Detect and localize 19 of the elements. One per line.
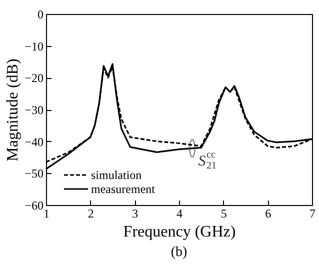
y-tick-label: −40 (24, 134, 44, 149)
legend-label: measurement (91, 182, 156, 196)
x-tick-label: 1 (44, 206, 50, 220)
x-tick-label: 6 (265, 206, 272, 220)
y-tick-label: −20 (24, 71, 44, 86)
x-axis-title: Frequency (GHz) (123, 224, 236, 240)
y-tick-label: −50 (24, 166, 44, 181)
y-tick-label: −10 (24, 39, 44, 54)
x-tick-label: 7 (310, 206, 316, 220)
legend-label: simulation (91, 168, 142, 182)
x-tick-label: 2 (88, 206, 94, 220)
y-axis-title: Magnitude (dB) (4, 58, 22, 162)
x-tick-label: 4 (176, 206, 182, 220)
y-tick-label: −30 (24, 103, 44, 117)
x-tick-label: 5 (220, 206, 227, 220)
y-tick-label: 0 (38, 8, 44, 22)
y-tick-label: −60 (24, 198, 44, 212)
text: (b) (170, 245, 188, 260)
x-tick-label: 3 (132, 206, 138, 220)
